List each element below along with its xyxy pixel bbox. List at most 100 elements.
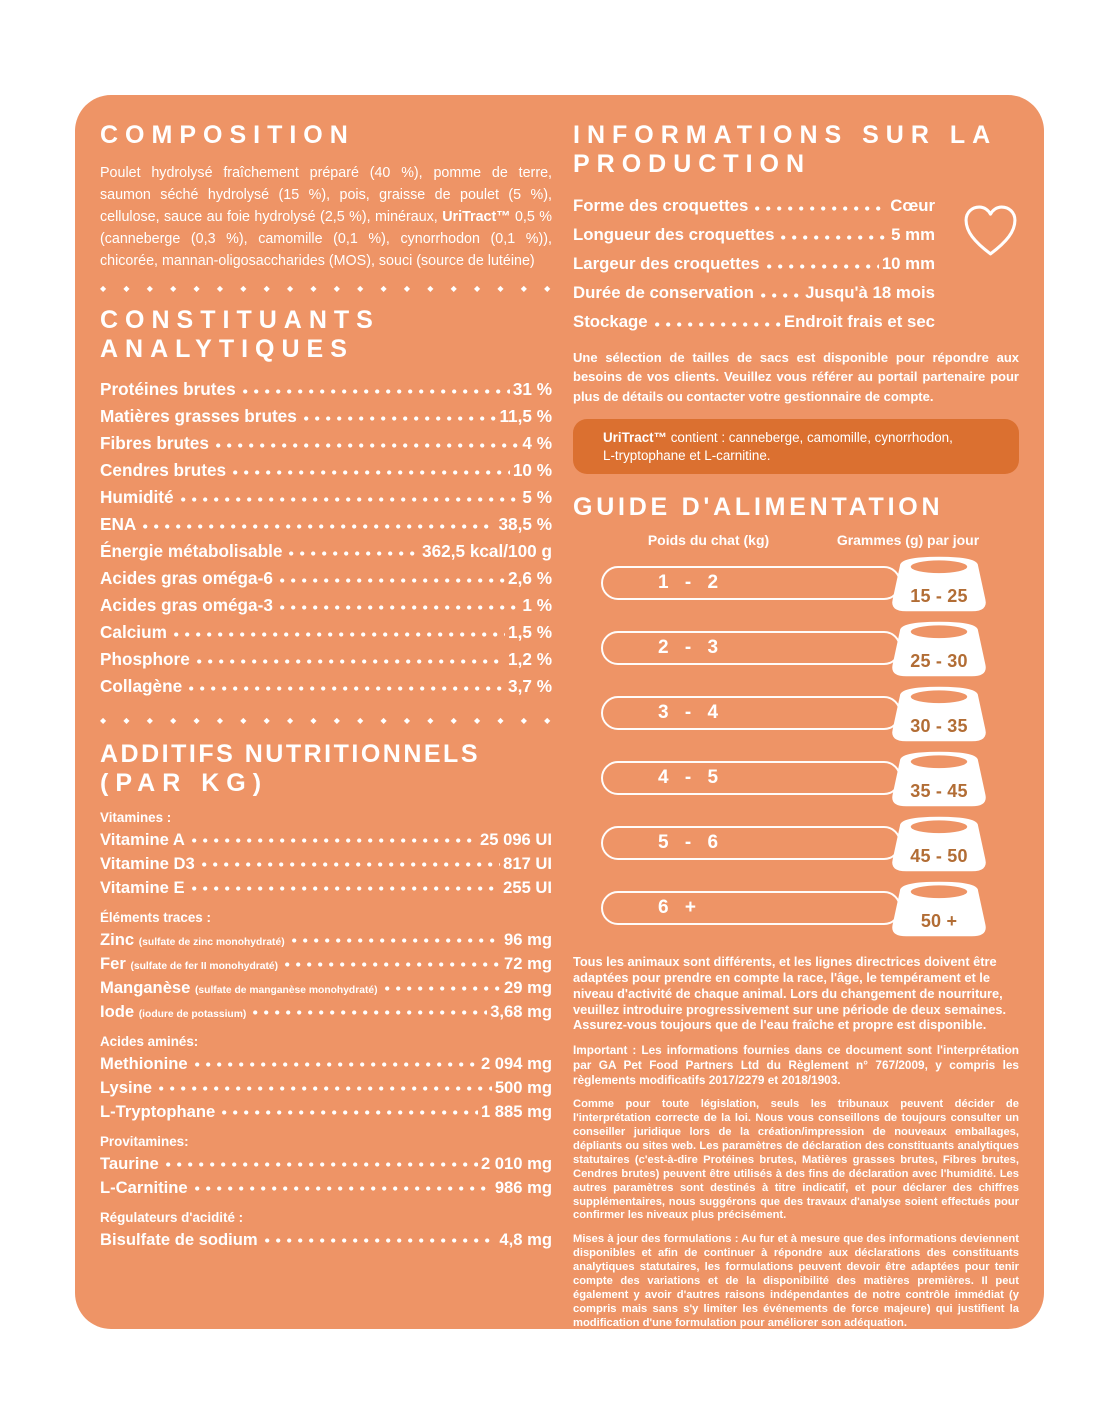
dot-leader xyxy=(191,828,478,852)
dot-leader xyxy=(384,976,502,1000)
dot-leader xyxy=(303,403,497,430)
bowl-icon: 30 - 35 xyxy=(887,684,991,744)
dot-leader xyxy=(180,484,520,511)
dot-leader xyxy=(781,220,889,249)
bag-sizes-note: Une sélection de tailles de sacs est dis… xyxy=(573,350,1019,404)
grams-per-day: 50 + xyxy=(920,911,958,932)
nutritional-additives-title: ADDITIFS NUTRITIONNELS (PAR KG) xyxy=(100,740,480,797)
grams-per-day: 15 - 25 xyxy=(910,586,968,607)
dotted-divider xyxy=(100,284,552,294)
additive-row: L-Tryptophane 1 885 mg xyxy=(100,1100,552,1124)
feeding-row: 3 - 4 30 - 35 xyxy=(573,682,1019,747)
dot-leader xyxy=(201,852,501,876)
nutrient-row: Collagène 3,7 % xyxy=(100,673,552,700)
grams-per-day: 45 - 50 xyxy=(910,846,968,867)
nutrient-row: Énergie métabolisable 362,5 kcal/100 g xyxy=(100,538,552,565)
legal-paragraph: Comme pour toute législation, seuls les … xyxy=(573,1098,1019,1222)
additive-row: Manganèse (sulfate de manganèse monohydr… xyxy=(100,976,552,1000)
production-row: Durée de conservation Jusqu'à 18 mois xyxy=(573,278,935,307)
production-info-list: Forme des croquettes Cœur Longueur des cr… xyxy=(573,191,935,336)
weight-range: 6 + xyxy=(658,897,696,919)
feeding-guide-header: Poids du chat (kg) Grammes (g) par jour xyxy=(573,532,1019,552)
dot-leader xyxy=(196,646,506,673)
uritract-brand: UriTract™ xyxy=(442,209,511,225)
nutrient-row: Acides gras oméga-3 1 % xyxy=(100,592,552,619)
dot-leader xyxy=(194,1176,492,1200)
dot-leader xyxy=(654,307,781,336)
bowl-icon: 35 - 45 xyxy=(887,749,991,809)
nutrient-row: Matières grasses brutes 11,5 % xyxy=(100,403,552,430)
dot-leader xyxy=(279,592,520,619)
feeding-row: 4 - 5 35 - 45 xyxy=(573,747,1019,812)
weight-pill: 4 - 5 xyxy=(601,761,901,796)
additive-row: Methionine 2 094 mg xyxy=(100,1052,552,1076)
grams-per-day: 30 - 35 xyxy=(910,716,968,737)
composition-title: COMPOSITION xyxy=(100,121,355,149)
feeding-row: 6 + 50 + xyxy=(573,877,1019,942)
dot-leader xyxy=(279,565,506,592)
analytical-constituents-list: Protéines brutes 31 % Matières grasses br… xyxy=(100,376,552,700)
dot-leader xyxy=(165,1152,478,1176)
feeding-guide-title: GUIDE D'ALIMENTATION xyxy=(573,493,944,522)
nutrient-row: Cendres brutes 10 % xyxy=(100,457,552,484)
additive-row: Vitamine D3 817 UI xyxy=(100,852,552,876)
composition-text-cont: 0,5 % (canneberge (0,3 %), camomille (0,… xyxy=(100,209,552,269)
production-row: Largeur des croquettes 10 mm xyxy=(573,249,935,278)
weight-range: 1 - 2 xyxy=(658,572,719,594)
dot-leader xyxy=(289,538,420,565)
feeding-guide-table: 1 - 2 15 - 25 2 - 3 25 - 30 3 - 4 30 - 3… xyxy=(573,552,1019,942)
column-header-grams: Grammes (g) par jour xyxy=(836,532,980,549)
nutrient-row: Humidité 5 % xyxy=(100,484,552,511)
production-row: Stockage Endroit frais et sec xyxy=(573,307,935,336)
dot-leader xyxy=(222,1100,478,1124)
additive-row: Iode (iodure de potassium) 3,68 mg xyxy=(100,1000,552,1024)
weight-range: 3 - 4 xyxy=(658,702,719,724)
dot-leader xyxy=(194,1052,478,1076)
dot-leader xyxy=(158,1076,492,1100)
dot-leader xyxy=(242,376,510,403)
group-heading: Régulateurs d'acidité : xyxy=(100,1210,244,1225)
nutrient-row: Calcium 1,5 % xyxy=(100,619,552,646)
weight-pill: 2 - 3 xyxy=(601,631,901,666)
weight-pill: 5 - 6 xyxy=(601,826,901,861)
weight-pill: 1 - 2 xyxy=(601,566,901,601)
dot-leader xyxy=(755,191,888,220)
composition-text: Poulet hydrolysé fraîchement préparé (40… xyxy=(100,165,552,225)
weight-pill: 6 + xyxy=(601,891,901,926)
dot-leader xyxy=(760,278,803,307)
production-row: Forme des croquettes Cœur xyxy=(573,191,935,220)
weight-pill: 3 - 4 xyxy=(601,696,901,731)
production-info-title: INFORMATIONS SUR LA PRODUCTION xyxy=(573,121,998,178)
additive-row: Bisulfate de sodium 4,8 mg xyxy=(100,1228,552,1252)
nutrient-row: ENA 38,5 % xyxy=(100,511,552,538)
additive-row: Lysine 500 mg xyxy=(100,1076,552,1100)
dot-leader xyxy=(189,673,506,700)
weight-range: 4 - 5 xyxy=(658,767,719,789)
left-column: COMPOSITION Poulet hydrolysé fraîchement… xyxy=(100,121,552,1252)
feeding-advice-paragraph: Tous les animaux sont différents, et les… xyxy=(573,954,1007,1033)
bowl-icon: 45 - 50 xyxy=(887,814,991,874)
weight-range: 5 - 6 xyxy=(658,832,719,854)
group-heading: Vitamines : xyxy=(100,810,172,825)
column-header-weight: Poids du chat (kg) xyxy=(647,532,770,549)
formulation-updates-paragraph: Mises à jour des formulations : Au fur e… xyxy=(573,1233,1019,1329)
additive-row: Taurine 2 010 mg xyxy=(100,1152,552,1176)
additive-row: Zinc (sulfate de zinc monohydraté) 96 mg xyxy=(100,928,552,952)
heart-icon xyxy=(962,205,1019,258)
analytical-constituents-title: CONSTITUANTS ANALYTIQUES xyxy=(100,306,380,363)
weight-range: 2 - 3 xyxy=(658,637,719,659)
bowl-icon: 50 + xyxy=(887,879,991,939)
dot-leader xyxy=(291,928,502,952)
nutrient-row: Acides gras oméga-6 2,6 % xyxy=(100,565,552,592)
grams-per-day: 25 - 30 xyxy=(910,651,968,672)
uritract-callout-box: UriTract™ contient : canneberge, camomil… xyxy=(573,419,1019,475)
uritract-brand: UriTract™ xyxy=(603,430,667,446)
nutrient-row: Protéines brutes 31 % xyxy=(100,376,552,403)
dot-leader xyxy=(191,876,501,900)
additive-row: Vitamine E 255 UI xyxy=(100,876,552,900)
group-heading: Acides aminés: xyxy=(100,1034,199,1049)
regulation-note-paragraph: Important : Les informations fournies da… xyxy=(573,1043,1019,1088)
product-info-card: COMPOSITION Poulet hydrolysé fraîchement… xyxy=(75,95,1044,1329)
composition-paragraph: Poulet hydrolysé fraîchement préparé (40… xyxy=(100,162,552,272)
additive-row: Fer (sulfate de fer II monohydraté) 72 mg xyxy=(100,952,552,976)
